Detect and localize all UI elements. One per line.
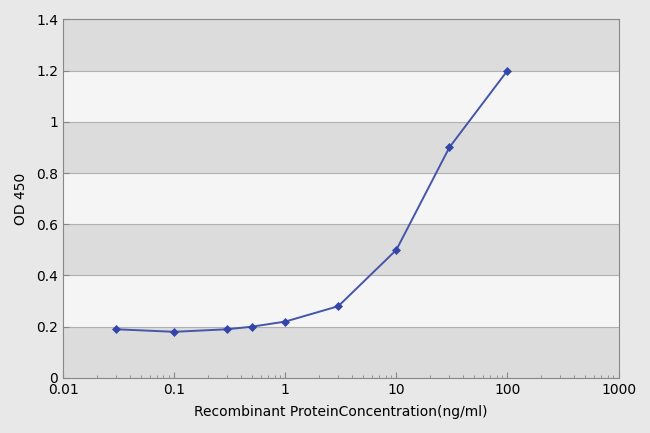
Bar (63, 173, 619, 224)
Bar (63, 71, 619, 122)
Bar (63, 122, 619, 173)
Y-axis label: OD 450: OD 450 (14, 172, 28, 225)
Bar (63, 326, 619, 378)
Bar (63, 19, 619, 71)
Bar (63, 275, 619, 326)
Bar (63, 224, 619, 275)
X-axis label: Recombinant ProteinConcentration(ng/ml): Recombinant ProteinConcentration(ng/ml) (194, 405, 488, 419)
